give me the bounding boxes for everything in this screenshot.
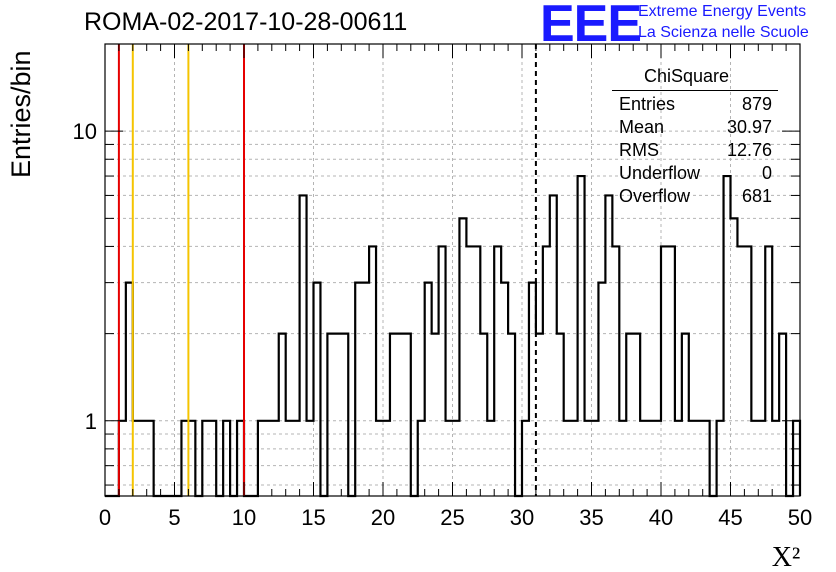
x-tick-label: 35 [579, 505, 603, 530]
x-tick-label: 0 [99, 505, 111, 530]
x-tick-label: 10 [232, 505, 256, 530]
logo-line-1: Extreme Energy Events [638, 3, 807, 20]
logo-line-2: La Scienza nelle Scuole [638, 24, 809, 41]
stat-key: Underflow [619, 163, 701, 183]
stat-key: Overflow [619, 186, 691, 206]
x-tick-label: 45 [718, 505, 742, 530]
eee-logo: EEE [540, 0, 642, 53]
y-tick-label: 10 [73, 119, 97, 144]
stat-value: 12.76 [726, 140, 772, 160]
x-tick-label: 25 [440, 505, 464, 530]
stats-title: ChiSquare [644, 66, 730, 86]
x-tick-label: 20 [371, 505, 395, 530]
stat-key: Mean [619, 117, 665, 137]
stat-value: 879 [741, 94, 772, 114]
stat-value: 0 [761, 163, 772, 183]
stat-key: RMS [619, 140, 659, 160]
x-axis-label: X² [772, 542, 801, 572]
stat-value: 681 [741, 186, 772, 206]
x-tick-label: 5 [168, 505, 180, 530]
x-tick-label: 30 [510, 505, 534, 530]
stat-value: 30.97 [726, 117, 772, 137]
stats-title-underline [612, 90, 778, 91]
stat-key: Entries [619, 94, 676, 114]
x-tick-label: 40 [649, 505, 673, 530]
x-tick-label: 15 [301, 505, 325, 530]
y-tick-label: 1 [85, 409, 97, 434]
x-tick-label: 50 [788, 505, 812, 530]
y-axis-label: Entries/bin [6, 50, 36, 178]
chart-title: ROMA-02-2017-10-28-00611 [84, 8, 408, 36]
